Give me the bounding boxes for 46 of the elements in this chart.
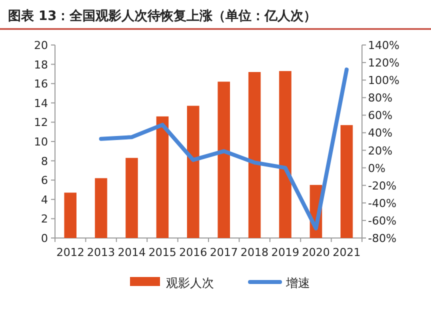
- y2-tick-label: 0%: [368, 162, 386, 175]
- x-tick-label: 2013: [87, 246, 116, 259]
- y-tick-label: 4: [41, 193, 48, 206]
- x-tick-label: 2018: [240, 246, 269, 259]
- x-tick-label: 2019: [271, 246, 300, 259]
- legend-label: 观影人次: [166, 276, 214, 290]
- x-tick-label: 2012: [56, 246, 84, 259]
- y2-tick-label: -60%: [368, 214, 396, 228]
- bar: [64, 192, 76, 238]
- y-tick-label: 6: [41, 174, 48, 188]
- bar: [94, 178, 108, 238]
- legend-label: 增速: [285, 276, 310, 290]
- y-tick-label: 0: [41, 232, 48, 245]
- bar: [279, 71, 292, 238]
- y-tick-label: 10: [34, 136, 48, 148]
- y2-tick-label: 140%: [368, 39, 400, 52]
- y2-tick-label: -80%: [368, 232, 396, 245]
- x-tick-label: 2021: [332, 246, 361, 259]
- y-tick-label: 2: [41, 212, 48, 226]
- bar: [248, 72, 261, 238]
- y2-tick-label: 80%: [368, 92, 392, 105]
- bar: [340, 125, 353, 238]
- y2-tick-label: -20%: [368, 179, 396, 192]
- x-tick-label: 2020: [302, 246, 330, 259]
- y-tick-label: 16: [34, 78, 48, 91]
- x-tick-label: 2016: [179, 246, 208, 259]
- x-tick-label: 2015: [148, 246, 176, 259]
- y2-tick-label: 40%: [368, 126, 392, 140]
- chart-title: 图表 13：全国观影人次待恢复上涨（单位：亿人次）: [8, 8, 317, 24]
- bar: [156, 116, 169, 238]
- bar: [187, 106, 200, 238]
- y-tick-label: 14: [34, 96, 48, 110]
- bar: [218, 82, 230, 238]
- y2-tick-label: -40%: [368, 196, 396, 210]
- y2-tick-label: 60%: [368, 109, 392, 122]
- bar: [126, 158, 138, 238]
- y2-tick-label: 100%: [368, 74, 400, 88]
- y-tick-label: 12: [34, 116, 48, 130]
- y-tick-label: 20: [34, 39, 48, 52]
- y-tick-label: 8: [41, 154, 48, 168]
- line-series: [99, 68, 349, 230]
- x-tick-label: 2017: [210, 246, 238, 259]
- y2-tick-label: 20%: [368, 144, 392, 158]
- x-tick-label: 2014: [118, 246, 146, 259]
- y2-tick-label: 120%: [368, 56, 400, 70]
- y-tick-label: 18: [34, 58, 48, 72]
